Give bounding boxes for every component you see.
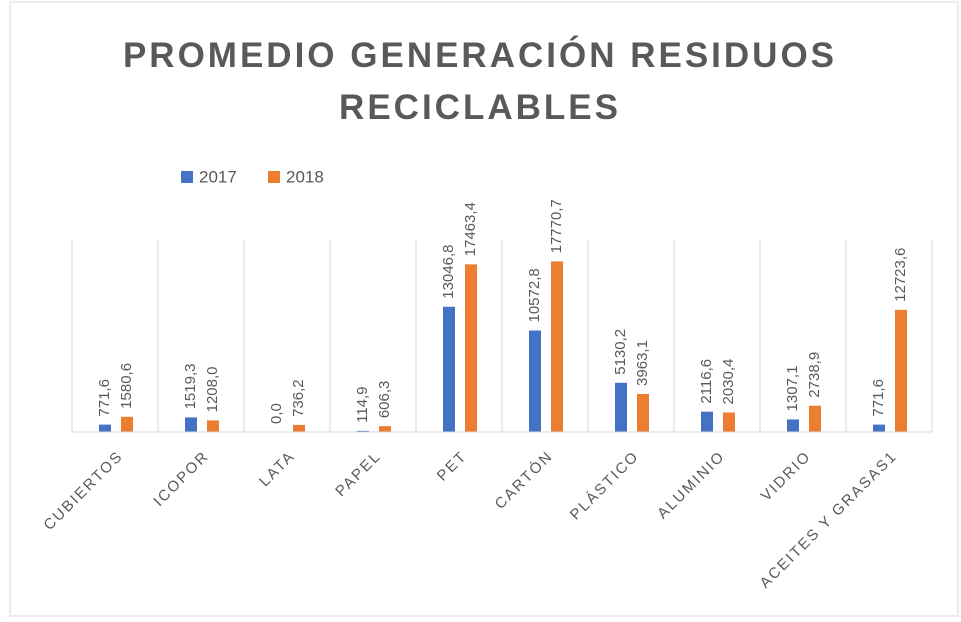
bar <box>723 412 735 432</box>
x-tick-label: ACEITES Y GRASAS1 <box>756 448 900 592</box>
legend-swatch <box>181 171 193 183</box>
chart-title: PROMEDIO GENERACIÓN RESIDUOS RECICLABLES <box>122 36 838 127</box>
bar <box>809 405 821 432</box>
bar <box>465 264 477 432</box>
data-label: 771,6 <box>870 379 887 417</box>
data-label: 771,6 <box>96 379 113 417</box>
legend-label: 2018 <box>286 167 324 186</box>
data-label: 3963,1 <box>634 340 651 386</box>
x-tick-label: CARTÓN <box>492 448 557 513</box>
data-label: 2738,9 <box>806 352 823 398</box>
bar <box>185 417 197 432</box>
data-label: 17770,7 <box>548 199 565 253</box>
bar <box>551 261 563 432</box>
bar <box>529 330 541 432</box>
x-tick-label: LATA <box>256 448 299 491</box>
bar <box>637 393 649 432</box>
bar <box>379 426 391 432</box>
data-label: 1307,1 <box>784 366 801 412</box>
data-label: 606,3 <box>376 381 393 419</box>
data-label: 1208,0 <box>204 367 221 413</box>
data-label: 114,9 <box>354 386 371 422</box>
data-label: 2116,6 <box>698 359 715 404</box>
data-label: 2030,4 <box>720 359 737 405</box>
bar <box>615 382 627 432</box>
data-label: 1519,3 <box>182 364 199 410</box>
bar <box>121 416 133 432</box>
x-tick-label: CUBIERTOS <box>40 448 126 534</box>
bar <box>99 424 111 432</box>
legend-label: 2017 <box>199 167 237 186</box>
bar <box>895 309 907 432</box>
x-tick-label: VIDRIO <box>758 448 815 505</box>
bar <box>207 420 219 432</box>
bar <box>443 306 455 432</box>
data-label: 17463,4 <box>462 202 479 256</box>
data-label: 5130,2 <box>612 329 629 375</box>
bar <box>701 411 713 432</box>
x-tick-label: ALUMINIO <box>654 448 729 523</box>
legend-swatch <box>268 171 280 183</box>
bar <box>357 430 369 432</box>
chart-border <box>9 1 959 617</box>
data-label: 0,0 <box>268 403 285 424</box>
data-label: 13046,8 <box>440 245 457 299</box>
bar <box>787 419 799 432</box>
data-label: 10572,8 <box>526 268 543 322</box>
x-tick-label: ICOPOR <box>150 448 212 510</box>
x-tick-label: PLÁSTICO <box>567 448 643 524</box>
data-label: 736,2 <box>290 379 307 417</box>
data-label: 1580,6 <box>118 363 135 409</box>
bar <box>873 424 885 432</box>
bar <box>293 424 305 432</box>
x-tick-label: PET <box>434 448 471 485</box>
x-tick-label: PAPEL <box>332 448 385 501</box>
data-label: 12723,6 <box>892 248 909 302</box>
